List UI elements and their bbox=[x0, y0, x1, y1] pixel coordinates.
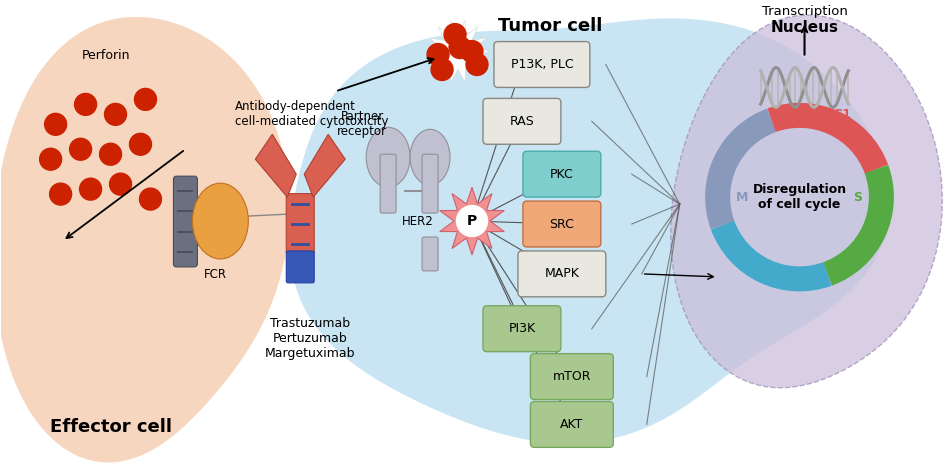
Ellipse shape bbox=[366, 127, 410, 187]
FancyBboxPatch shape bbox=[530, 354, 614, 400]
FancyBboxPatch shape bbox=[422, 237, 438, 271]
FancyBboxPatch shape bbox=[523, 201, 600, 247]
Text: P: P bbox=[467, 214, 477, 228]
Polygon shape bbox=[290, 18, 890, 443]
Text: S: S bbox=[853, 190, 862, 204]
Text: M: M bbox=[736, 190, 748, 204]
FancyBboxPatch shape bbox=[523, 151, 600, 197]
Text: MAPK: MAPK bbox=[545, 267, 580, 280]
Polygon shape bbox=[0, 17, 290, 462]
Circle shape bbox=[134, 89, 156, 110]
Circle shape bbox=[110, 173, 132, 195]
Circle shape bbox=[444, 23, 466, 45]
Circle shape bbox=[45, 113, 66, 135]
Text: FCR: FCR bbox=[204, 268, 227, 281]
Circle shape bbox=[130, 133, 152, 155]
Text: Effector cell: Effector cell bbox=[49, 418, 171, 436]
Text: SRC: SRC bbox=[549, 218, 574, 231]
Ellipse shape bbox=[192, 183, 248, 259]
Text: Antibody-dependent
cell-mediated cytotoxicity: Antibody-dependent cell-mediated cytotox… bbox=[236, 100, 389, 129]
Circle shape bbox=[69, 138, 92, 160]
Polygon shape bbox=[439, 187, 505, 255]
FancyBboxPatch shape bbox=[494, 42, 590, 87]
Text: Nucleus: Nucleus bbox=[771, 20, 838, 35]
FancyBboxPatch shape bbox=[530, 401, 614, 447]
Text: Partner
receptor: Partner receptor bbox=[337, 110, 387, 138]
Text: Perforin: Perforin bbox=[81, 48, 130, 61]
Text: RAS: RAS bbox=[509, 115, 534, 128]
FancyBboxPatch shape bbox=[422, 154, 438, 213]
Circle shape bbox=[40, 148, 62, 170]
Circle shape bbox=[449, 37, 471, 59]
Polygon shape bbox=[256, 134, 296, 197]
Text: P13K, PLC: P13K, PLC bbox=[510, 58, 573, 71]
Polygon shape bbox=[304, 134, 346, 197]
FancyBboxPatch shape bbox=[518, 251, 606, 297]
Circle shape bbox=[49, 183, 72, 205]
Text: PKC: PKC bbox=[550, 168, 574, 181]
Text: Tumor cell: Tumor cell bbox=[498, 16, 602, 35]
Circle shape bbox=[75, 93, 97, 115]
Text: PI3K: PI3K bbox=[509, 322, 535, 335]
FancyBboxPatch shape bbox=[380, 154, 396, 213]
Text: HER2: HER2 bbox=[402, 214, 434, 227]
FancyBboxPatch shape bbox=[286, 194, 314, 255]
Text: Trastuzumab
Pertuzumab
Margetuximab: Trastuzumab Pertuzumab Margetuximab bbox=[265, 317, 355, 360]
Circle shape bbox=[99, 143, 121, 165]
FancyBboxPatch shape bbox=[173, 176, 197, 267]
Polygon shape bbox=[426, 21, 490, 83]
Text: G2: G2 bbox=[795, 280, 814, 293]
Circle shape bbox=[104, 103, 127, 125]
Ellipse shape bbox=[410, 129, 450, 185]
Text: Transcription: Transcription bbox=[761, 5, 848, 18]
Circle shape bbox=[427, 44, 449, 66]
Circle shape bbox=[139, 188, 161, 210]
Circle shape bbox=[456, 205, 488, 236]
Text: G1: G1 bbox=[832, 108, 851, 121]
Circle shape bbox=[431, 59, 453, 81]
Text: Disregulation
of cell cycle: Disregulation of cell cycle bbox=[753, 183, 847, 211]
Text: mTOR: mTOR bbox=[553, 370, 591, 383]
Circle shape bbox=[80, 178, 101, 200]
Circle shape bbox=[461, 41, 483, 62]
Polygon shape bbox=[670, 15, 942, 388]
Circle shape bbox=[466, 53, 488, 76]
FancyBboxPatch shape bbox=[483, 98, 561, 144]
FancyBboxPatch shape bbox=[286, 251, 314, 283]
Text: AKT: AKT bbox=[561, 418, 583, 431]
FancyBboxPatch shape bbox=[483, 306, 561, 352]
